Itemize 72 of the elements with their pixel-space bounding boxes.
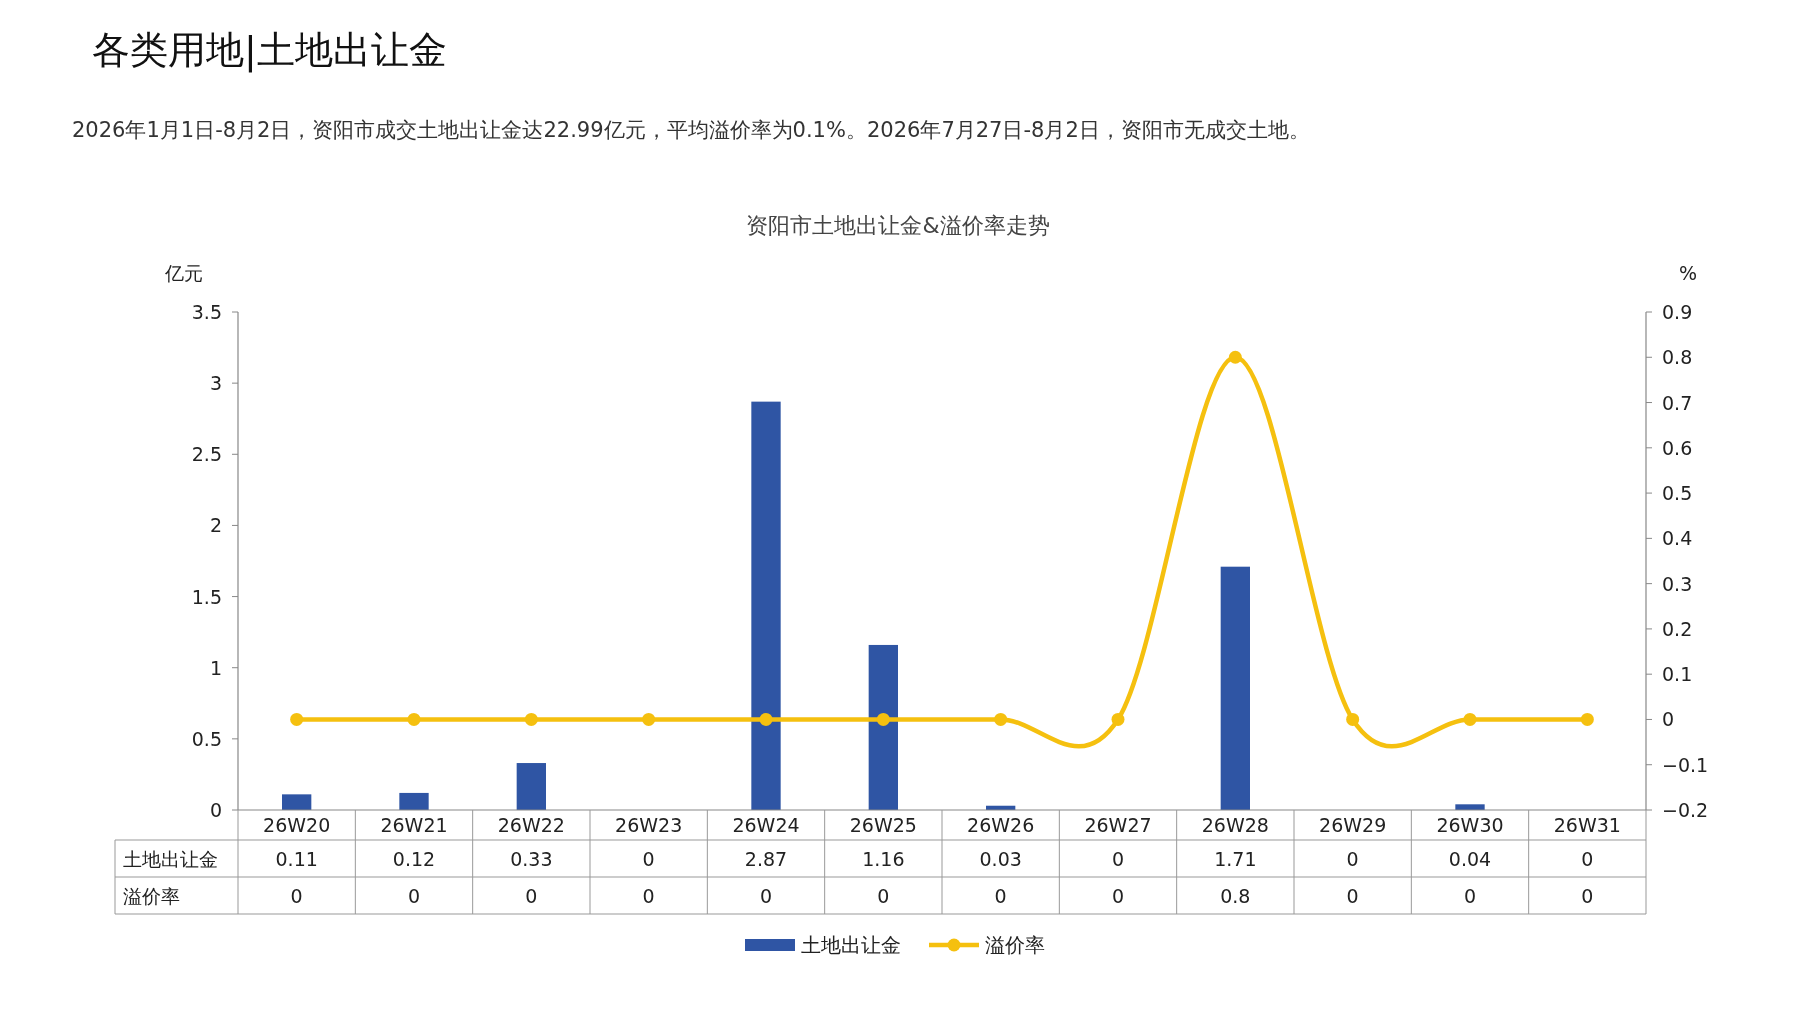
bar — [399, 792, 429, 810]
x-tick-label: 26W29 — [1319, 814, 1387, 836]
data-label: 0 — [642, 884, 655, 907]
y-tick-label: 3 — [209, 372, 222, 395]
data-label: 0 — [525, 884, 538, 907]
x-tick-label: 26W26 — [967, 814, 1035, 836]
text: 溢价率 — [123, 884, 180, 907]
data-label: 0.03 — [979, 847, 1022, 870]
y-tick-label: 0 — [209, 799, 222, 821]
data-label: 0.33 — [510, 847, 553, 870]
y2-axis-title: % — [1678, 262, 1698, 284]
y2-tick-label: 0.6 — [1662, 436, 1693, 459]
y2-tick-label: −0.2 — [1662, 799, 1709, 821]
data-label: 0.11 — [275, 847, 318, 870]
y2-tick-label: 0.2 — [1662, 617, 1693, 640]
bar — [751, 401, 781, 810]
bar — [516, 763, 546, 810]
chart-title: 各类用地|土地出让金 — [92, 28, 447, 73]
chart-subtitle: 2026年1月1日-8月2日，资阳市成交土地出让金达22.99亿元，平均溢价率为0.1%。2026年7月27日-8月2日，资阳市无成交土地。 — [72, 118, 1310, 142]
data-label: 1.71 — [1214, 847, 1257, 870]
y-tick-label: 0.5 — [191, 727, 222, 750]
text: 土地出让金 — [123, 847, 218, 870]
bar — [868, 644, 898, 810]
legend-label: 溢价率 — [985, 933, 1045, 957]
x-tick-label: 26W24 — [732, 814, 800, 836]
data-label: 0 — [1581, 847, 1594, 870]
data-label: 0 — [877, 884, 890, 907]
y2-tick-label: 0.3 — [1662, 572, 1693, 595]
y2-tick-label: 0.1 — [1662, 663, 1693, 686]
y-tick-label: 2.5 — [191, 443, 222, 466]
data-label: 0 — [642, 847, 655, 870]
data-label: 0 — [994, 884, 1007, 907]
y2-tick-label: −0.1 — [1662, 753, 1709, 776]
x-tick-label: 26W23 — [615, 814, 683, 836]
y2-tick-label: 0.7 — [1662, 391, 1693, 414]
data-label: 1.16 — [862, 847, 905, 870]
data-label: 0 — [759, 884, 773, 907]
data-label: 2.87 — [744, 847, 788, 870]
data-label: 0.8 — [1220, 884, 1251, 907]
x-tick-label: 26W22 — [497, 814, 565, 836]
y2-tick-label: 0.9 — [1662, 301, 1693, 323]
text: 资阳市土地出让金&溢价率走势 — [746, 212, 1050, 238]
y2-tick-label: 0 — [1662, 708, 1675, 731]
data-label: 0.12 — [392, 847, 436, 870]
x-tick-label: 26W31 — [1553, 814, 1621, 836]
legend-label: 土地出让金 — [801, 933, 901, 957]
y-tick-label: 1 — [209, 656, 222, 679]
x-tick-label: 26W25 — [849, 814, 917, 836]
y2-tick-label: 0.5 — [1662, 482, 1693, 505]
x-tick-label: 26W20 — [263, 814, 331, 836]
data-label: 0 — [1581, 884, 1594, 907]
y2-tick-label: 0.4 — [1662, 527, 1693, 550]
data-label: 0 — [1346, 847, 1359, 870]
y-tick-label: 2 — [209, 514, 222, 537]
data-label: 0 — [1111, 847, 1125, 870]
y-axis-title: 亿元 — [164, 262, 203, 284]
y-tick-label: 1.5 — [191, 585, 222, 608]
data-label: 0 — [290, 884, 303, 907]
data-label: 0 — [407, 884, 421, 907]
data-label: 0 — [1111, 884, 1125, 907]
y-tick-label: 3.5 — [191, 301, 222, 323]
x-tick-label: 26W21 — [380, 814, 448, 836]
data-label: 0.04 — [1448, 847, 1492, 870]
y2-tick-label: 0.8 — [1662, 346, 1693, 369]
data-label: 0 — [1346, 884, 1359, 907]
data-label: 0 — [1463, 884, 1477, 907]
bar — [1455, 804, 1485, 810]
x-tick-label: 26W30 — [1436, 814, 1504, 836]
x-tick-label: 26W28 — [1201, 814, 1269, 836]
x-tick-label: 26W27 — [1084, 814, 1152, 836]
bar — [282, 794, 312, 810]
bar — [1220, 566, 1250, 810]
